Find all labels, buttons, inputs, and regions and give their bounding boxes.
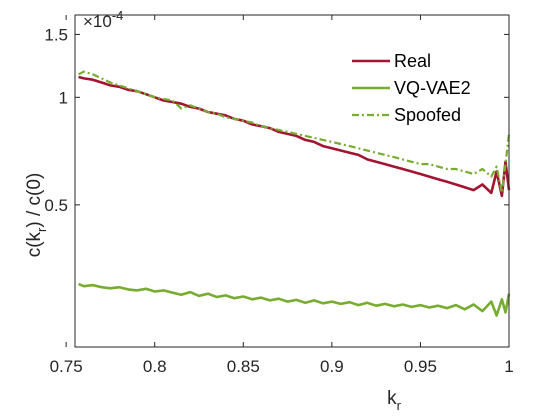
x-tick-label: 0.75 [50,357,83,376]
x-tick-label: 0.9 [320,357,344,376]
plot-area [75,15,509,347]
legend-label-vq-vae2: VQ-VAE2 [394,78,471,98]
y-tick-label: 1.5 [44,25,68,44]
y-exponent-label: ×10-4 [83,8,123,31]
x-tick-label: 0.8 [143,357,167,376]
legend-label-spoofed: Spoofed [394,105,461,125]
legend-label-real: Real [394,51,431,71]
y-exponent-power: -4 [112,8,124,23]
y-tick-label: 0.5 [44,196,68,215]
axes-box [74,14,510,348]
x-axis-label: kr [387,388,402,413]
series-layer [78,70,511,317]
x-tick-label: 0.95 [404,357,437,376]
series-line-spoofed [78,70,511,194]
x-tick-label: 1 [504,357,513,376]
x-tick-label: 0.85 [227,357,260,376]
y-axis-label: c(kr) / c(0) [24,173,49,258]
series-line-vq-vae2 [78,282,511,317]
y-tick-label: 1 [59,88,68,107]
axes: 0.75 0.8 0.85 0.9 0.95 1 0.5 1 1.5 [44,14,514,376]
legend: Real VQ-VAE2 Spoofed [352,51,471,125]
plot-background [75,15,509,347]
